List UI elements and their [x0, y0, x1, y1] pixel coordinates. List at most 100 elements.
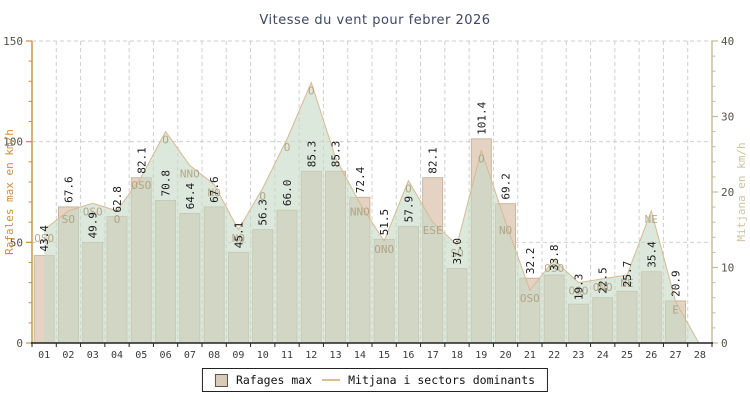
bar-value-label: 66.0	[281, 180, 294, 207]
direction-label-08: NO	[208, 186, 221, 199]
direction-label-19: O	[478, 152, 485, 165]
x-tick-label-19: 19	[475, 350, 487, 361]
x-tick-label-01: 01	[38, 350, 50, 361]
direction-label-06: O	[162, 134, 169, 147]
x-tick-label-20: 20	[500, 350, 512, 361]
direction-label-09: NO	[232, 232, 245, 245]
left-tick-label: 50	[10, 236, 23, 249]
right-tick-label: 20	[721, 186, 734, 199]
bar-value-label: 62.8	[111, 186, 124, 213]
direction-label-26: NE	[645, 213, 658, 226]
bar-value-label: 64.4	[184, 182, 197, 209]
x-tick-label-11: 11	[281, 350, 293, 361]
bar-value-label: 22.5	[597, 267, 610, 294]
right-tick-label: 40	[721, 35, 734, 48]
bar-value-label: 33.8	[548, 244, 561, 271]
bar-value-label: 45.1	[232, 222, 245, 249]
bar-value-label: 85.3	[305, 141, 318, 168]
x-tick-label-16: 16	[402, 350, 414, 361]
bar-value-label: 19.3	[572, 274, 585, 301]
bar-value-label: 37.0	[451, 238, 464, 265]
direction-label-11: O	[284, 141, 291, 154]
direction-label-18: SO	[450, 247, 463, 260]
bar-value-label: 69.2	[500, 173, 513, 200]
x-tick-label-05: 05	[135, 350, 147, 361]
direction-label-01: OSO	[34, 232, 54, 245]
direction-label-17: ESE	[423, 224, 443, 237]
mitjana-line-swatch	[322, 379, 341, 381]
bar-value-label: 85.3	[330, 141, 343, 168]
direction-label-10: O	[259, 190, 266, 203]
x-tick-label-18: 18	[451, 350, 463, 361]
x-tick-label-25: 25	[621, 350, 633, 361]
direction-label-15: ONO	[374, 243, 394, 256]
bar-value-label: 20.9	[670, 270, 683, 297]
bar-value-label: 32.2	[524, 248, 537, 275]
right-tick-label: 10	[721, 262, 734, 275]
x-tick-label-03: 03	[87, 350, 99, 361]
mitjana-line	[43, 81, 700, 344]
x-tick-label-10: 10	[257, 350, 269, 361]
direction-label-25: NE	[620, 277, 633, 290]
direction-label-22: OSO	[544, 262, 564, 275]
x-tick-label-06: 06	[160, 350, 172, 361]
rafages-max-swatch	[214, 373, 228, 387]
left-axis: 0 50 100 150 Rafales max en km/h	[3, 35, 33, 350]
direction-label-24: ONO	[593, 281, 613, 294]
bar-value-label: 25.7	[621, 261, 634, 288]
right-tick-label: 0	[721, 337, 728, 350]
legend-item-mitjana: Mitjana i sectors dominants	[320, 373, 535, 387]
bar-value-label: 49.9	[87, 212, 100, 239]
x-tick-label-09: 09	[232, 350, 244, 361]
bar-value-label: 56.3	[257, 199, 270, 226]
direction-label-07: NNO	[180, 168, 200, 181]
left-tick-label: 150	[3, 35, 23, 48]
x-tick-label-13: 13	[330, 350, 342, 361]
mean-area	[43, 81, 700, 344]
direction-label-05: OSO	[131, 179, 151, 192]
right-axis: 0 10 20 30 40 Mitjana en km/h	[711, 35, 748, 350]
bar-value-label: 82.1	[135, 147, 148, 174]
legend-rafages-label: Rafages max	[235, 373, 313, 387]
legend-item-rafages: Rafages max	[214, 373, 313, 387]
x-tick-label-14: 14	[354, 350, 366, 361]
value-labels: 43.4 67.6 49.9 62.8 82.1 70.8 64.4 67.6 45.1 56.3…	[38, 101, 682, 300]
legend-mitjana-label: Mitjana i sectors dominants	[348, 373, 536, 387]
x-tick-label-24: 24	[597, 350, 609, 361]
x-tick-label-04: 04	[111, 350, 123, 361]
x-tick-label-12: 12	[305, 350, 317, 361]
x-axis: 01 02 03 04 05 06 07 08 09 10 11 12 13 14 15 16 17 18 19 20…	[31, 342, 713, 361]
x-tick-label-17: 17	[427, 350, 439, 361]
chart-title: Vitesse du vent pour febrer 2026	[259, 13, 491, 28]
x-tick-label-22: 22	[548, 350, 560, 361]
direction-label-23: OSO	[568, 285, 588, 298]
right-axis-title: Mitjana en km/h	[735, 142, 748, 241]
right-tick-label: 30	[721, 111, 734, 124]
bar-value-label: 101.4	[475, 101, 488, 134]
chart-legend: Rafages max Mitjana i sectors dominants	[201, 368, 549, 392]
bar-value-label: 43.4	[38, 225, 51, 252]
bar-value-label: 70.8	[160, 170, 173, 197]
direction-label-04: O	[114, 213, 121, 226]
bar-value-label: 57.9	[402, 196, 415, 223]
x-tick-label-21: 21	[524, 350, 536, 361]
direction-label-16: O	[405, 183, 412, 196]
x-tick-label-08: 08	[208, 350, 220, 361]
bar-value-label: 51.5	[378, 209, 391, 236]
direction-labels: OSOSOOSOOOSOONNONONOOOONNOONOOESESOONOOS…	[34, 85, 679, 317]
x-tick-label-15: 15	[378, 350, 390, 361]
bar-value-label: 35.4	[645, 241, 658, 268]
x-tick-label-28: 28	[694, 350, 706, 361]
x-tick-label-26: 26	[645, 350, 657, 361]
bar-value-label: 82.1	[427, 147, 440, 174]
bar-value-label: 67.6	[208, 176, 221, 203]
x-tick-label-27: 27	[670, 350, 682, 361]
direction-label-21: OSO	[520, 292, 540, 305]
x-tick-label-23: 23	[572, 350, 584, 361]
x-tick-label-02: 02	[62, 350, 74, 361]
direction-label-03: OSO	[83, 205, 103, 218]
bar-value-label: 67.6	[62, 176, 75, 203]
left-tick-label: 100	[3, 136, 23, 149]
